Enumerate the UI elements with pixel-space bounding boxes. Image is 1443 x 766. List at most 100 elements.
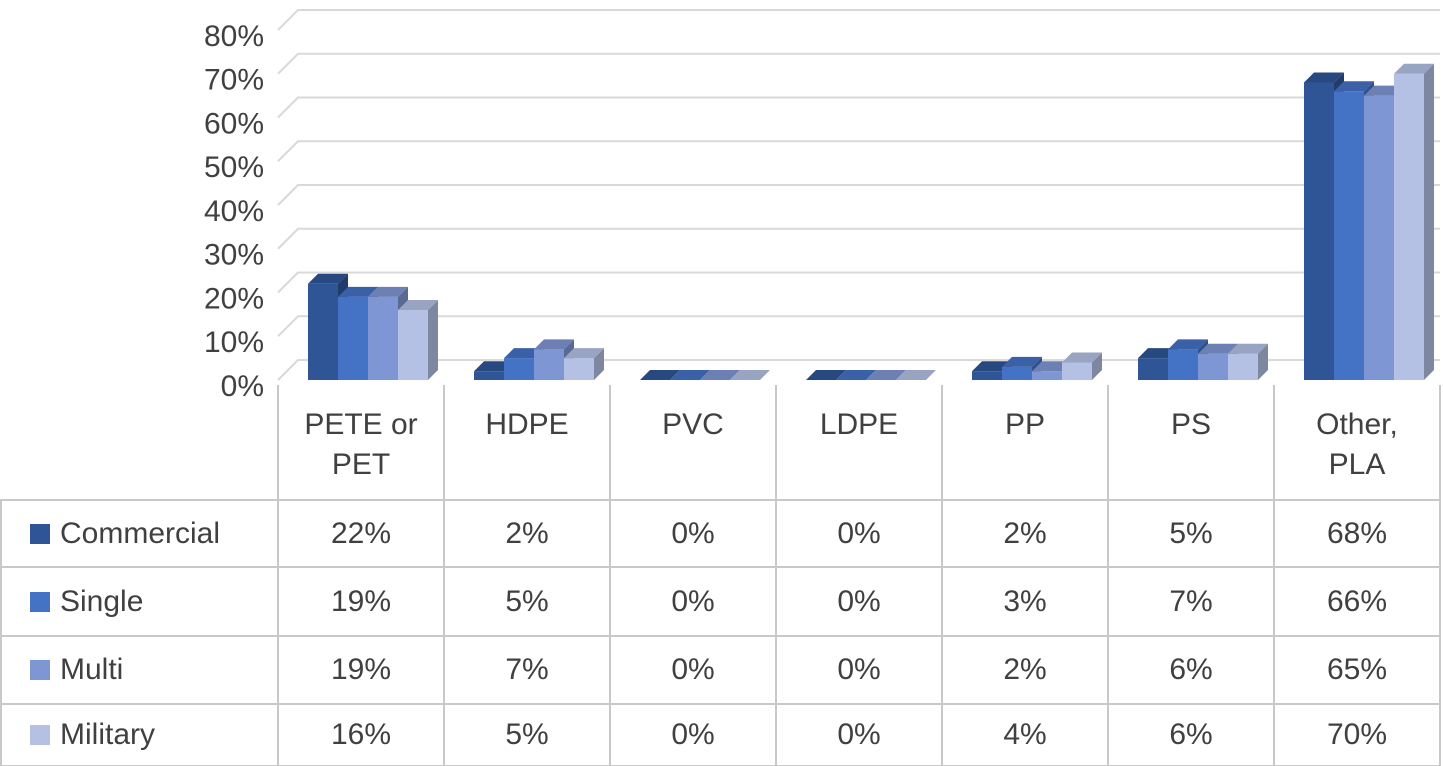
bar-top (1002, 356, 1042, 367)
bar-top (806, 370, 846, 380)
y-tick-label: 80% (204, 20, 264, 53)
category-label: Other, PLA (1316, 408, 1398, 481)
value-label: 6% (1169, 653, 1213, 686)
bar (398, 300, 438, 380)
value-label: 68% (1326, 516, 1388, 550)
bar-side (1258, 343, 1268, 380)
bar-side (1092, 352, 1102, 380)
grid-line (277, 9, 1440, 31)
bar-top (1168, 339, 1208, 350)
bar-front (1138, 358, 1168, 380)
bar-top (1334, 81, 1374, 92)
bar-front (398, 310, 428, 380)
value-label: 0% (837, 653, 881, 686)
bar-top (1304, 72, 1344, 83)
bar-top (398, 300, 438, 310)
y-tick-label: 20% (204, 282, 264, 315)
value-label: 7% (505, 653, 549, 686)
bar (896, 370, 936, 380)
y-tick-label: 10% (204, 326, 264, 359)
bar-top (1394, 63, 1434, 74)
grid-line (277, 140, 1440, 162)
value-label: 0% (837, 718, 881, 751)
value-label: 2% (1003, 653, 1047, 686)
value-label: 70% (1326, 718, 1388, 751)
grid-line (277, 315, 1440, 337)
y-tick-label: 70% (204, 64, 264, 97)
legend-label: Military (60, 718, 155, 751)
grid-line (277, 227, 1440, 250)
bar-front (1304, 82, 1334, 380)
bar-top (564, 348, 604, 359)
bar-front (338, 296, 368, 380)
bar (564, 348, 604, 380)
bar-top (534, 339, 574, 350)
bar (1228, 343, 1268, 380)
category-label: LDPE (819, 408, 899, 441)
category-label: PETE or PET (304, 408, 418, 481)
value-label: 0% (671, 516, 715, 550)
bar (700, 370, 740, 380)
bar-top (896, 370, 936, 380)
bar-top (1228, 343, 1268, 354)
value-label: 7% (1169, 584, 1213, 618)
category-label: PP (1004, 408, 1046, 441)
legend-label: Single (60, 584, 144, 618)
bar-top (730, 370, 770, 380)
value-label: 3% (1003, 584, 1047, 618)
legend-swatch (30, 725, 50, 745)
legend-entry: Multi (0, 636, 278, 704)
bar-front (1394, 73, 1424, 380)
value-label: 5% (1169, 516, 1213, 550)
value-label: 0% (837, 584, 881, 618)
legend-entry: Military (0, 704, 278, 766)
grid-line (277, 96, 1440, 119)
category-label: PS (1170, 408, 1212, 441)
y-tick-label: 60% (204, 107, 264, 140)
bar-front (1062, 362, 1092, 380)
bar (1062, 352, 1102, 380)
value-label: 19% (330, 653, 392, 686)
bar-front (368, 296, 398, 380)
legend-swatch (30, 523, 50, 544)
y-tick-label: 50% (204, 151, 264, 184)
y-tick-label: 40% (204, 195, 264, 228)
bar-top (866, 370, 906, 380)
legend-label: Commercial (60, 516, 221, 550)
legend-entry: Commercial (0, 500, 278, 567)
bar-front (1364, 95, 1394, 380)
bar-top (368, 286, 408, 297)
bar-front (1198, 353, 1228, 380)
value-label: 16% (330, 718, 392, 751)
bar (730, 370, 770, 380)
value-label: 66% (1326, 584, 1388, 618)
bar (670, 370, 710, 380)
bar (1394, 63, 1434, 380)
legend-swatch (30, 660, 50, 680)
bar-front (972, 371, 1002, 380)
bar-front (308, 283, 338, 380)
bar-side (594, 348, 604, 380)
bar-top (308, 273, 348, 284)
y-tick-label: 0% (221, 370, 264, 403)
bar-front (474, 371, 504, 380)
value-label: 2% (1003, 516, 1047, 550)
bar (640, 370, 680, 380)
grid-line (277, 359, 1440, 381)
legend-swatch (30, 591, 50, 612)
value-label: 19% (330, 584, 392, 618)
bar (866, 370, 906, 380)
bar (806, 370, 846, 380)
bar-front (1168, 349, 1198, 380)
bar-front (1334, 91, 1364, 380)
value-label: 0% (671, 653, 715, 686)
bar-top (670, 370, 710, 380)
y-tick-label: 30% (204, 239, 264, 272)
value-label: 22% (330, 516, 392, 550)
bar-top (640, 370, 680, 380)
bar (836, 370, 876, 380)
value-label: 0% (837, 516, 881, 550)
value-label: 0% (671, 718, 715, 751)
